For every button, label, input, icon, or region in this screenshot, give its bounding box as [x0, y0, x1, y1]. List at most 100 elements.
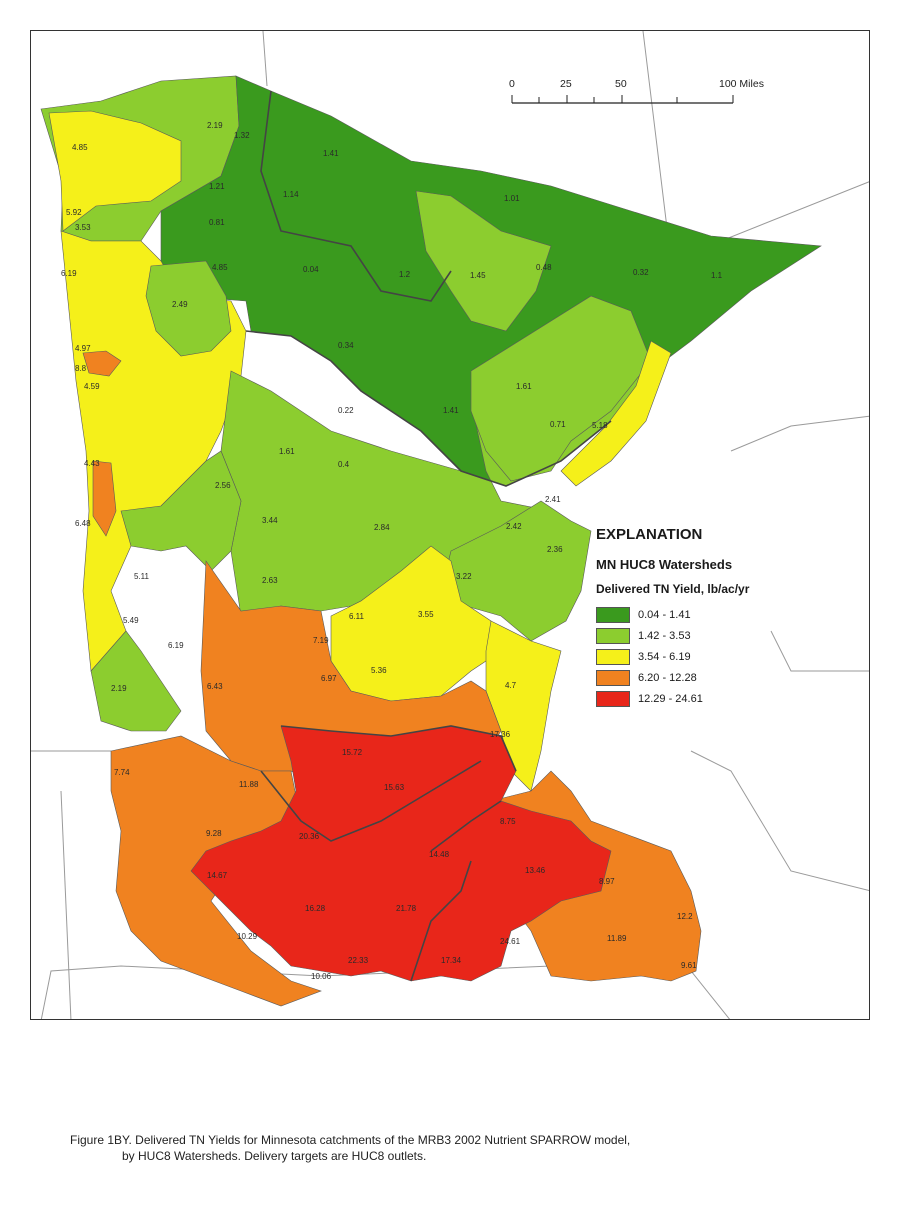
- legend-title: EXPLANATION: [596, 526, 703, 543]
- legend-class-row: 12.29 - 24.61: [596, 688, 856, 709]
- watershed-value-label: 1.01: [504, 194, 520, 203]
- legend-range-label: 0.04 - 1.41: [638, 608, 691, 621]
- watershed-value-label: 15.63: [384, 783, 405, 792]
- watershed-value-label: 5.11: [134, 572, 150, 581]
- watershed-value-label: 4.7: [505, 681, 517, 690]
- scale-tick-50: 50: [615, 78, 627, 90]
- legend-field: Delivered TN Yield, lb/ac/yr: [596, 582, 750, 596]
- legend-swatch: [596, 627, 630, 644]
- watershed-value-label: 6.48: [75, 519, 91, 528]
- region-ne-lightgreen: [470, 295, 652, 482]
- watershed-value-label: 1.32: [234, 131, 250, 140]
- watershed-value-label: 0.48: [536, 263, 552, 272]
- region-northshore-yellow: [560, 340, 672, 487]
- watershed-value-label: 11.88: [239, 780, 259, 789]
- watershed-value-label: 4.85: [72, 143, 88, 152]
- region-south-red: [190, 725, 612, 982]
- watershed-value-label: 6.19: [168, 641, 184, 650]
- watershed-value-label: 24.61: [500, 937, 521, 946]
- basin-boundaries: [245, 90, 612, 982]
- watershed-value-label: 6.43: [207, 682, 223, 691]
- watershed-value-label: 3.53: [75, 223, 91, 232]
- watershed-value-label: 2.84: [374, 523, 390, 532]
- watershed-value-label: 11.89: [607, 934, 627, 943]
- watershed-value-label: 15.72: [342, 748, 363, 757]
- watershed-value-label: 3.44: [262, 516, 278, 525]
- watershed-value-label: 6.19: [61, 269, 77, 278]
- watershed-value-label: 1.41: [323, 149, 339, 158]
- region-west-lightgreen: [145, 260, 232, 357]
- watershed-value-label: 1.61: [516, 382, 532, 391]
- watershed-value-label: 4.43: [84, 459, 100, 468]
- watershed-value-label: 14.67: [207, 871, 228, 880]
- watershed-value-label: 2.63: [262, 576, 278, 585]
- region-northcenter-lightgreen: [415, 190, 552, 332]
- legend-range-label: 3.54 - 6.19: [638, 650, 691, 663]
- watershed-value-label: 1.14: [283, 190, 299, 199]
- watershed-value-label: 4.97: [75, 344, 91, 353]
- watershed-value-label: 5.36: [371, 666, 387, 675]
- watershed-value-label: 0.71: [550, 420, 566, 429]
- region-centralwest-lightgreen: [120, 450, 242, 572]
- watershed-value-label: 9.61: [681, 961, 697, 970]
- legend-classes: 0.04 - 1.41 1.42 - 3.53 3.54 - 6.19 6.20 - …: [596, 604, 856, 709]
- watershed-value-label: 2.49: [172, 300, 188, 309]
- watershed-value-label: 5.49: [123, 616, 139, 625]
- watershed-value-label: 8.75: [500, 817, 516, 826]
- watershed-value-label: 6.97: [321, 674, 337, 683]
- watershed-map: 0 25 50 100 Miles 2.191.321.414.851.211.…: [31, 31, 869, 1019]
- watershed-value-label: 3.55: [418, 610, 434, 619]
- watershed-value-label: 2.19: [111, 684, 127, 693]
- watershed-value-label: 4.59: [84, 382, 100, 391]
- watershed-value-label: 2.19: [207, 121, 223, 130]
- watershed-value-label: 0.32: [633, 268, 649, 277]
- watershed-regions: [40, 75, 822, 1007]
- watershed-value-label: 2.56: [215, 481, 231, 490]
- scale-tick-25: 25: [560, 78, 572, 90]
- legend-range-label: 1.42 - 3.53: [638, 629, 691, 642]
- watershed-value-label: 3.22: [456, 572, 472, 581]
- legend-range-label: 12.29 - 24.61: [638, 692, 703, 705]
- region-patch-orange-2: [92, 460, 117, 537]
- map-frame: 0 25 50 100 Miles 2.19 1.32 1.41 4.85 1.21 1.…: [30, 30, 870, 1020]
- watershed-value-label: 14.48: [429, 850, 450, 859]
- watershed-value-label: 13.46: [525, 866, 546, 875]
- watershed-value-label: 10.06: [311, 972, 332, 981]
- legend-swatch: [596, 690, 630, 707]
- watershed-value-label: 1.21: [209, 182, 225, 191]
- legend-class-row: 0.04 - 1.41: [596, 604, 856, 625]
- watershed-value-label: 0.22: [338, 406, 354, 415]
- region-sw-lightgreen: [90, 630, 182, 732]
- legend-subtitle: MN HUC8 Watersheds: [596, 557, 733, 572]
- watershed-value-label: 1.1: [711, 271, 723, 280]
- watershed-value-label: 10.29: [237, 932, 258, 941]
- watershed-value-label: 16.28: [305, 904, 326, 913]
- region-nw-yellow: [48, 110, 182, 232]
- watershed-value-label: 20.36: [299, 832, 320, 841]
- caption-line-1: Figure 1BY. Delivered TN Yields for Minn…: [70, 1133, 631, 1147]
- map-legend: EXPLANATION MN HUC8 Watersheds Delivered…: [596, 526, 856, 709]
- watershed-value-label: 0.04: [303, 265, 319, 274]
- watershed-value-label: 4.85: [212, 263, 228, 272]
- figure-caption: Figure 1BY. Delivered TN Yields for Minn…: [70, 1132, 870, 1164]
- watershed-value-label: 12.2: [677, 912, 693, 921]
- scale-tick-100: 100 Miles: [719, 78, 764, 90]
- legend-class-row: 3.54 - 6.19: [596, 646, 856, 667]
- watershed-value-label: 0.4: [338, 460, 350, 469]
- legend-class-row: 1.42 - 3.53: [596, 625, 856, 646]
- watershed-value-label: 2.42: [506, 522, 522, 531]
- watershed-value-label: 17.36: [490, 730, 511, 739]
- watershed-value-label: 7.19: [313, 636, 329, 645]
- legend-range-label: 6.20 - 12.28: [638, 671, 697, 684]
- legend-swatch: [596, 606, 630, 623]
- scale-bar: 0 25 50 100 Miles: [509, 78, 764, 104]
- watershed-value-label: 9.28: [206, 829, 222, 838]
- watershed-value-labels: 2.19 1.32 1.41 4.85 1.21 1.14 1.01 5.92 0.81 3.53…: [61, 121, 723, 981]
- watershed-value-label: 5.18: [592, 421, 608, 430]
- scale-tick-0: 0: [509, 78, 515, 90]
- watershed-value-label: 22.33: [348, 956, 369, 965]
- watershed-value-label: 8.97: [599, 877, 615, 886]
- watershed-value-label: 1.2: [399, 270, 411, 279]
- watershed-value-label: 1.61: [279, 447, 295, 456]
- watershed-value-label: 2.36: [547, 545, 563, 554]
